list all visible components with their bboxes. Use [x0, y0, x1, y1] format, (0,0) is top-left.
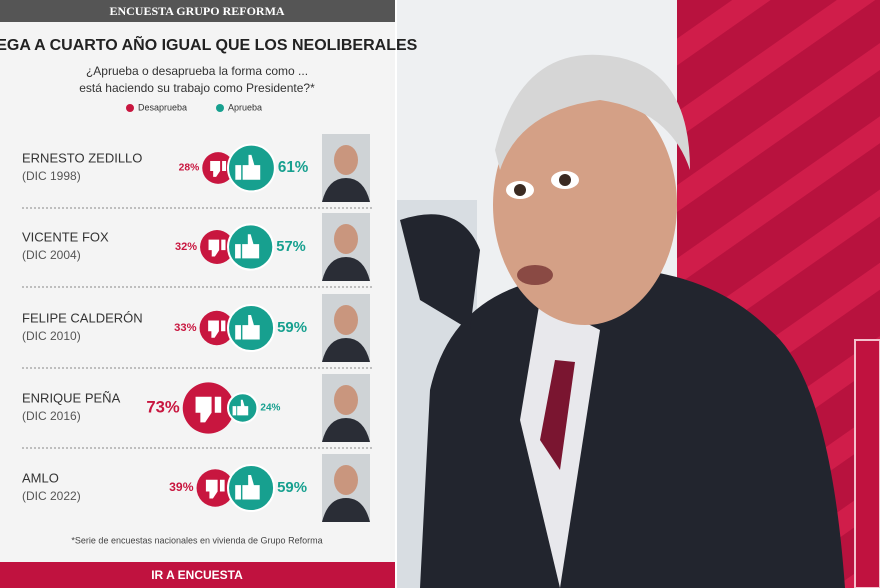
- subtitle: ¿Aprueba o desaprueba la forma como ...: [86, 64, 308, 78]
- portrait-face: [334, 145, 358, 175]
- thumb-up-icon: [232, 399, 249, 416]
- subtitle: está haciendo su trabajo como Presidente…: [79, 81, 315, 95]
- disapprove-label: 33%: [174, 322, 196, 334]
- thumb-down-icon: [195, 396, 222, 423]
- category-date: (DIC 2022): [22, 489, 81, 503]
- portrait-face: [334, 385, 358, 415]
- chart-title: LLEGA A CUARTO AÑO IGUAL QUE LOS NEOLIBE…: [0, 34, 418, 54]
- footnote: *Serie de encuestas nacionales en vivien…: [71, 535, 322, 545]
- thumb-up-icon: [235, 315, 260, 340]
- approve-label: 57%: [276, 239, 305, 255]
- thumb-down-icon: [208, 320, 226, 338]
- portrait-suit: [322, 178, 370, 202]
- category-name: FELIPE CALDERÓN: [22, 310, 143, 325]
- legend-label: Aprueba: [228, 102, 262, 112]
- category-date: (DIC 1998): [22, 169, 81, 183]
- category-date: (DIC 2016): [22, 409, 81, 423]
- button-label[interactable]: IR A ENCUESTA: [151, 568, 243, 582]
- legend-label: Desaprueba: [138, 102, 187, 112]
- disapprove-label: 39%: [169, 480, 194, 494]
- category-name: ERNESTO ZEDILLO: [22, 150, 142, 165]
- photo: [397, 0, 880, 588]
- button[interactable]: [0, 562, 395, 588]
- portrait-suit: [322, 338, 370, 362]
- infographic: ENCUESTA GRUPO REFORMA LLEGA A CUARTO AÑ…: [0, 0, 418, 588]
- portrait-suit: [322, 498, 370, 522]
- portrait-face: [334, 224, 358, 254]
- thumb-down-icon: [210, 161, 227, 177]
- thumb-up-icon: [235, 234, 260, 259]
- approve-label: 59%: [277, 319, 307, 336]
- thumb-down-icon: [205, 479, 225, 499]
- thumb-down-icon: [208, 239, 226, 257]
- category-date: (DIC 2010): [22, 329, 81, 343]
- approve-label: 59%: [277, 479, 307, 496]
- disapprove-label: 28%: [179, 163, 200, 174]
- legend-swatch: [126, 104, 134, 112]
- portrait-suit: [322, 257, 370, 281]
- disapprove-label: 32%: [175, 241, 197, 253]
- thumb-up-icon: [235, 475, 260, 500]
- portrait-face: [334, 305, 358, 335]
- approve-label: 24%: [260, 403, 280, 414]
- thumb-up-icon: [235, 154, 261, 180]
- legend-swatch: [216, 104, 224, 112]
- category-name: AMLO: [22, 470, 59, 485]
- disapprove-label: 73%: [146, 397, 180, 416]
- category-name: VICENTE FOX: [22, 229, 109, 244]
- portrait-suit: [322, 418, 370, 442]
- approve-label: 61%: [278, 159, 309, 176]
- header: ENCUESTA GRUPO REFORMA: [109, 4, 284, 18]
- portrait-face: [334, 465, 358, 495]
- category-name: ENRIQUE PEÑA: [22, 390, 121, 405]
- category-date: (DIC 2004): [22, 248, 81, 262]
